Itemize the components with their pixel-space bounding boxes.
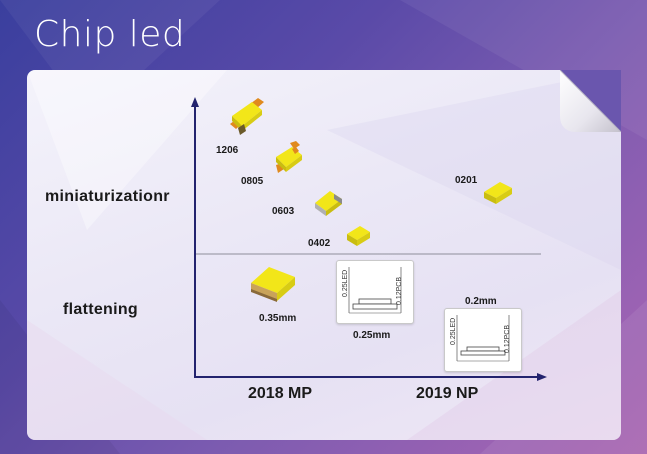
x-label-2018: 2018 MP xyxy=(248,385,313,402)
flat-025-led-label: 0.25LED xyxy=(342,269,349,297)
flat-diagram-02: 0.25LED 0.12PCB xyxy=(444,308,522,372)
flat-label-02: 0.2mm xyxy=(465,296,497,307)
chip-0805-icon xyxy=(276,141,302,173)
chip-0603-label: 0603 xyxy=(272,206,295,217)
chip-0805-label: 0805 xyxy=(241,176,264,187)
page-title: Chip led xyxy=(34,14,186,55)
chip-1206-label: 1206 xyxy=(216,145,239,156)
row-label-flattening: flattening xyxy=(63,301,138,318)
flat-label-035: 0.35mm xyxy=(259,313,297,324)
flat-diagram-025: 0.25LED 0.12PCB xyxy=(336,260,414,324)
flat-label-025: 0.25mm xyxy=(353,330,391,341)
flat-02-led-label: 0.25LED xyxy=(450,317,457,345)
flat-02-pcb-label: 0.12PCB xyxy=(504,324,511,353)
flat-diagram-02-drawing xyxy=(456,315,510,362)
flat-chip-thick-icon xyxy=(251,267,295,302)
chip-0603-icon xyxy=(315,191,342,216)
row-label-miniaturization: miniaturizationr xyxy=(45,188,170,205)
chip-1206-icon xyxy=(230,98,264,135)
flat-diagram-025-drawing xyxy=(348,267,402,314)
page-curl xyxy=(560,70,621,132)
chip-0201-label: 0201 xyxy=(455,175,478,186)
x-label-2019: 2019 NP xyxy=(416,385,479,402)
chip-0402-label: 0402 xyxy=(308,238,331,249)
y-axis-arrow xyxy=(191,97,199,107)
x-axis-arrow xyxy=(537,373,547,381)
flat-025-pcb-label: 0.12PCB xyxy=(396,276,403,305)
chip-0201-icon xyxy=(484,182,512,204)
chip-0402-icon xyxy=(347,226,370,246)
